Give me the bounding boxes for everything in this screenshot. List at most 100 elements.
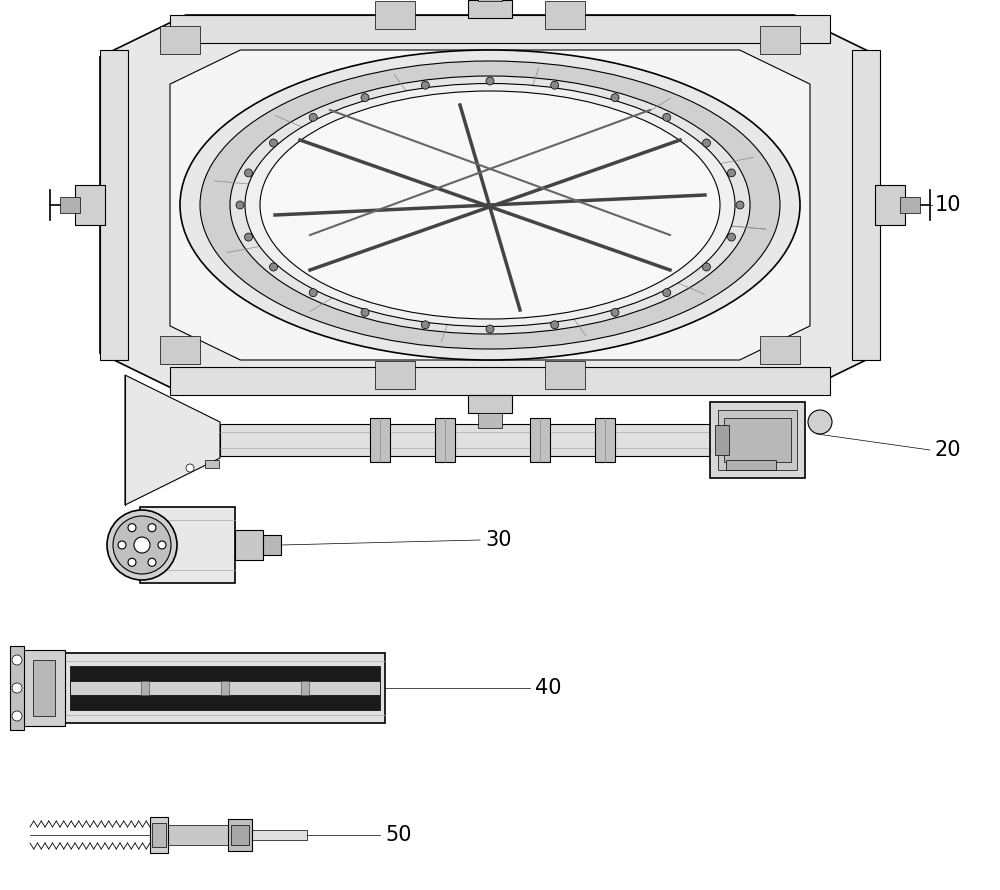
Circle shape: [128, 523, 136, 531]
Polygon shape: [100, 15, 880, 395]
Circle shape: [611, 309, 619, 316]
Polygon shape: [125, 375, 220, 505]
Circle shape: [486, 77, 494, 85]
Circle shape: [611, 93, 619, 101]
Circle shape: [158, 541, 166, 549]
Bar: [205, 460, 219, 468]
Circle shape: [118, 541, 126, 549]
Circle shape: [245, 169, 253, 177]
Bar: [100, 50, 128, 360]
Circle shape: [269, 263, 277, 271]
Circle shape: [12, 711, 22, 721]
Bar: [228, 819, 252, 851]
Circle shape: [309, 113, 317, 121]
Circle shape: [727, 233, 735, 241]
Circle shape: [486, 325, 494, 333]
Bar: [252, 830, 307, 840]
Bar: [65, 653, 385, 723]
Bar: [710, 402, 805, 478]
Bar: [231, 825, 249, 845]
Bar: [375, 361, 415, 389]
Bar: [478, 413, 502, 428]
Bar: [545, 1, 585, 29]
Circle shape: [245, 233, 253, 241]
Text: 20: 20: [935, 440, 962, 460]
Ellipse shape: [107, 510, 177, 580]
Bar: [23, 650, 65, 726]
Circle shape: [663, 288, 671, 296]
Bar: [168, 825, 228, 845]
Bar: [478, 0, 502, 1]
Circle shape: [421, 320, 429, 328]
Circle shape: [727, 169, 735, 177]
Circle shape: [736, 201, 744, 209]
Circle shape: [309, 288, 317, 296]
Bar: [595, 418, 615, 462]
Bar: [60, 197, 80, 213]
Circle shape: [128, 558, 136, 566]
Ellipse shape: [113, 516, 171, 574]
Bar: [160, 26, 200, 54]
Circle shape: [663, 113, 671, 121]
Circle shape: [361, 93, 369, 101]
Bar: [70, 666, 380, 710]
Bar: [220, 424, 710, 456]
Bar: [724, 418, 791, 462]
Circle shape: [703, 263, 711, 271]
Circle shape: [148, 523, 156, 531]
Circle shape: [148, 558, 156, 566]
Bar: [170, 367, 830, 395]
Ellipse shape: [230, 76, 750, 334]
Bar: [760, 26, 800, 54]
Bar: [160, 336, 200, 364]
Bar: [263, 535, 281, 555]
Bar: [375, 1, 415, 29]
Bar: [435, 418, 455, 462]
Bar: [718, 410, 797, 470]
Bar: [715, 425, 729, 455]
Ellipse shape: [245, 84, 735, 327]
Bar: [900, 197, 920, 213]
Bar: [141, 681, 149, 695]
Bar: [468, 0, 512, 18]
Text: 10: 10: [935, 195, 962, 215]
Bar: [530, 418, 550, 462]
Bar: [221, 681, 229, 695]
Circle shape: [551, 320, 559, 328]
Bar: [170, 15, 830, 43]
Circle shape: [421, 81, 429, 89]
Text: 50: 50: [385, 825, 412, 845]
Bar: [70, 681, 380, 695]
Bar: [75, 185, 105, 225]
Bar: [140, 507, 235, 583]
Bar: [545, 361, 585, 389]
Bar: [10, 646, 24, 730]
Ellipse shape: [200, 61, 780, 349]
Bar: [33, 660, 55, 716]
Circle shape: [703, 139, 711, 147]
Text: 30: 30: [485, 530, 512, 550]
Bar: [726, 460, 776, 470]
Circle shape: [12, 655, 22, 665]
Bar: [875, 185, 905, 225]
Circle shape: [269, 139, 277, 147]
Circle shape: [236, 201, 244, 209]
Bar: [150, 817, 168, 853]
Text: 40: 40: [535, 678, 562, 698]
Circle shape: [186, 464, 194, 472]
Polygon shape: [170, 50, 810, 360]
Circle shape: [361, 309, 369, 316]
Bar: [760, 336, 800, 364]
Bar: [152, 823, 166, 847]
Bar: [235, 530, 263, 560]
Ellipse shape: [180, 50, 800, 360]
Circle shape: [551, 81, 559, 89]
Bar: [370, 418, 390, 462]
Ellipse shape: [260, 91, 720, 319]
Circle shape: [12, 683, 22, 693]
Bar: [468, 395, 512, 413]
Bar: [301, 681, 309, 695]
Circle shape: [808, 410, 832, 434]
Bar: [852, 50, 880, 360]
Circle shape: [134, 537, 150, 553]
